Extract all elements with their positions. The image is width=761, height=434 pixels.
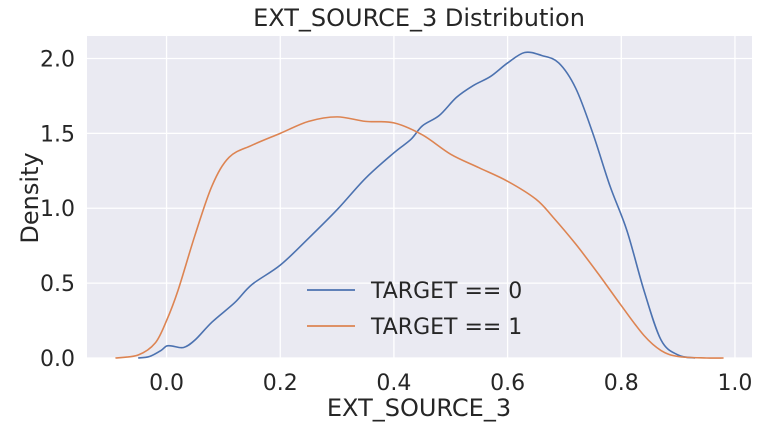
y-tick-label: 0.5 bbox=[40, 272, 75, 297]
legend-label-target-1: TARGET == 1 bbox=[370, 315, 522, 340]
chart-title: EXT_SOURCE_3 Distribution bbox=[253, 4, 585, 32]
series-line-target-0 bbox=[138, 51, 696, 359]
series-line-target-1 bbox=[115, 116, 724, 359]
y-axis-title: Density bbox=[16, 152, 44, 243]
y-tick-label: 2.0 bbox=[40, 47, 75, 72]
plot-area bbox=[87, 36, 752, 358]
x-tick-label: 0.0 bbox=[149, 371, 184, 396]
y-tick-label: 1.5 bbox=[40, 122, 75, 147]
x-tick-label: 0.4 bbox=[376, 371, 411, 396]
x-tick-label: 0.2 bbox=[263, 371, 298, 396]
x-tick-label: 0.8 bbox=[604, 371, 639, 396]
x-axis-title: EXT_SOURCE_3 bbox=[327, 394, 511, 422]
y-tick-label: 0.0 bbox=[40, 347, 75, 372]
x-tick-label: 0.6 bbox=[490, 371, 525, 396]
x-tick-label: 1.0 bbox=[717, 371, 752, 396]
y-tick-label: 1.0 bbox=[40, 197, 75, 222]
legend-label-target-0: TARGET == 0 bbox=[370, 279, 522, 304]
